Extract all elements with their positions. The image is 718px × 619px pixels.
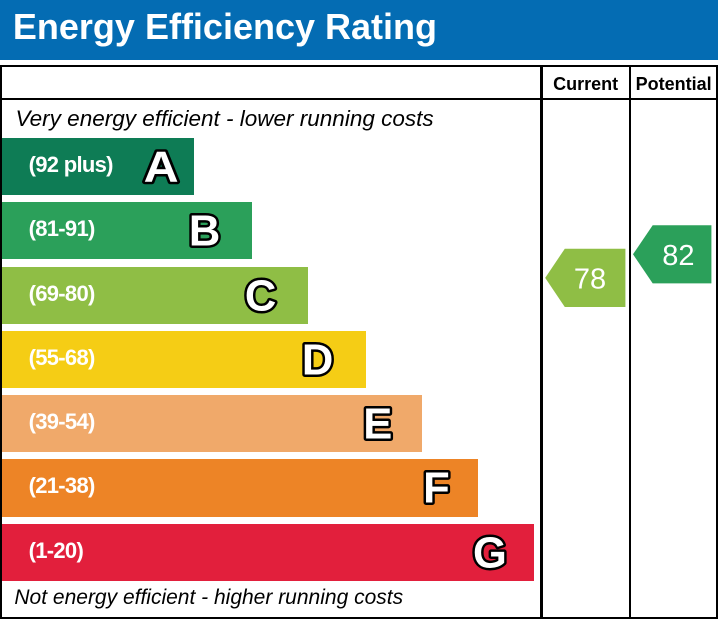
svg-text:E: E (363, 401, 392, 449)
svg-text:A: A (144, 143, 179, 191)
svg-text:F: F (423, 465, 450, 513)
svg-text:C: C (245, 273, 276, 321)
svg-text:78: 78 (574, 263, 606, 295)
svg-text:G: G (473, 529, 507, 577)
svg-text:82: 82 (662, 240, 694, 272)
svg-text:B: B (189, 207, 220, 255)
svg-text:D: D (302, 337, 333, 385)
